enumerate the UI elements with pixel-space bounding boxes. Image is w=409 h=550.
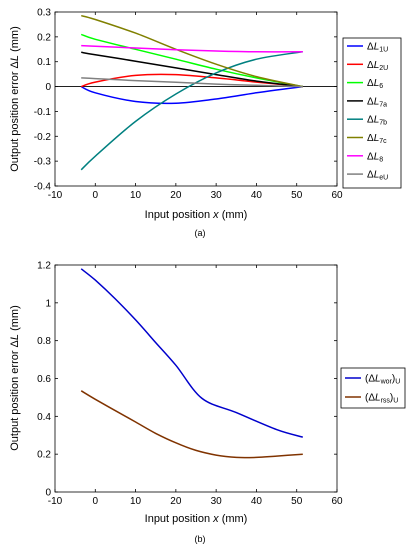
legend-label: ΔL2U (367, 60, 388, 72)
y-tick-label: -0.4 (34, 182, 52, 193)
panel-a-tick-labels: -10 0 10 20 30 40 50 60 -0.4 -0.3 -0.2 -0.1 0 0.1 0.2 0… (34, 8, 343, 202)
x-tick-label: 20 (170, 496, 182, 507)
series-line (80, 268, 303, 438)
x-tick-label: 30 (211, 496, 223, 507)
x-tick-label: -10 (48, 190, 63, 201)
x-tick-label: -10 (48, 496, 63, 507)
legend-label: ΔL6 (367, 78, 383, 90)
legend-label: (ΔLrss)U (365, 393, 398, 405)
y-tick-label: -0.2 (34, 132, 52, 143)
panel-b-legend-items: (ΔLwor)U (ΔLrss)U (345, 374, 400, 405)
y-tick-label: 0.2 (37, 32, 51, 43)
x-tick-label: 0 (93, 190, 99, 201)
legend-label: ΔL7a (367, 96, 387, 108)
y-tick-label: 1.2 (37, 261, 51, 272)
x-tick-label: 0 (93, 496, 99, 507)
panel-a-legend: ΔL1U ΔL2U ΔL6 ΔL7a ΔL7b ΔL7c ΔL8 ΔLeU (342, 37, 402, 189)
series-line (80, 73, 303, 88)
series-line (80, 33, 303, 88)
x-tick-label: 30 (211, 190, 223, 201)
legend-label: ΔL8 (367, 151, 383, 163)
y-tick-label: -0.1 (34, 107, 52, 118)
panel-b-series-lines (80, 268, 303, 459)
series-line (80, 390, 303, 459)
series-line (81, 77, 303, 88)
legend-label: (ΔLwor)U (365, 374, 400, 386)
x-tick-label: 40 (251, 496, 263, 507)
panel-a-caption: (a) (195, 228, 206, 238)
panel-b-legend-box (340, 367, 406, 409)
panel-a-plot-area (54, 11, 338, 187)
y-tick-label: 1 (45, 298, 51, 309)
x-tick-label: 60 (331, 496, 343, 507)
panel-a-y-axis-label: Output position error ΔL (mm) (9, 26, 21, 172)
x-tick-label: 60 (331, 190, 343, 201)
panel-a-chart: -10 0 10 20 30 40 50 60 -0.4 -0.3 -0.2 -0.1 0 0.1 0.2 0… (9, 8, 402, 238)
legend-label: ΔL1U (367, 42, 388, 54)
panel-b-legend: (ΔLwor)U (ΔLrss)U (340, 367, 406, 409)
panel-a-x-axis-label: Input position x (mm) (145, 209, 248, 221)
y-tick-label: 0.1 (37, 57, 51, 68)
y-tick-label: 0 (45, 82, 51, 93)
legend-label: ΔL7c (367, 133, 387, 145)
y-tick-label: 0 (45, 488, 51, 499)
series-line (80, 85, 303, 105)
y-tick-label: 0.2 (37, 450, 51, 461)
x-tick-label: 50 (291, 190, 303, 201)
panel-b-ticks (54, 264, 338, 493)
panel-b-caption: (b) (195, 534, 206, 544)
y-tick-label: 0.6 (37, 374, 51, 385)
series-line (80, 51, 303, 171)
panel-a-legend-box (342, 37, 402, 189)
y-tick-label: 0.8 (37, 336, 51, 347)
x-tick-label: 20 (170, 190, 182, 201)
x-tick-label: 50 (291, 496, 303, 507)
y-tick-label: 0.4 (37, 412, 51, 423)
panel-b-y-axis-label: Output position error ΔL (mm) (9, 305, 21, 451)
legend-label: ΔL7b (367, 115, 387, 127)
x-tick-label: 10 (130, 496, 142, 507)
panel-a-series-lines (80, 14, 303, 171)
panel-b-x-axis-label: Input position x (mm) (145, 513, 248, 525)
series-line (81, 51, 303, 88)
y-tick-label: 0.3 (37, 8, 51, 19)
x-tick-label: 10 (130, 190, 142, 201)
series-line (81, 44, 303, 53)
legend-label: ΔLeU (367, 170, 388, 182)
panel-a-legend-items: ΔL1U ΔL2U ΔL6 ΔL7a ΔL7b ΔL7c ΔL8 ΔLeU (347, 42, 388, 182)
panel-b-plot-area (54, 264, 338, 493)
y-tick-label: -0.3 (34, 157, 52, 168)
x-tick-label: 40 (251, 190, 263, 201)
